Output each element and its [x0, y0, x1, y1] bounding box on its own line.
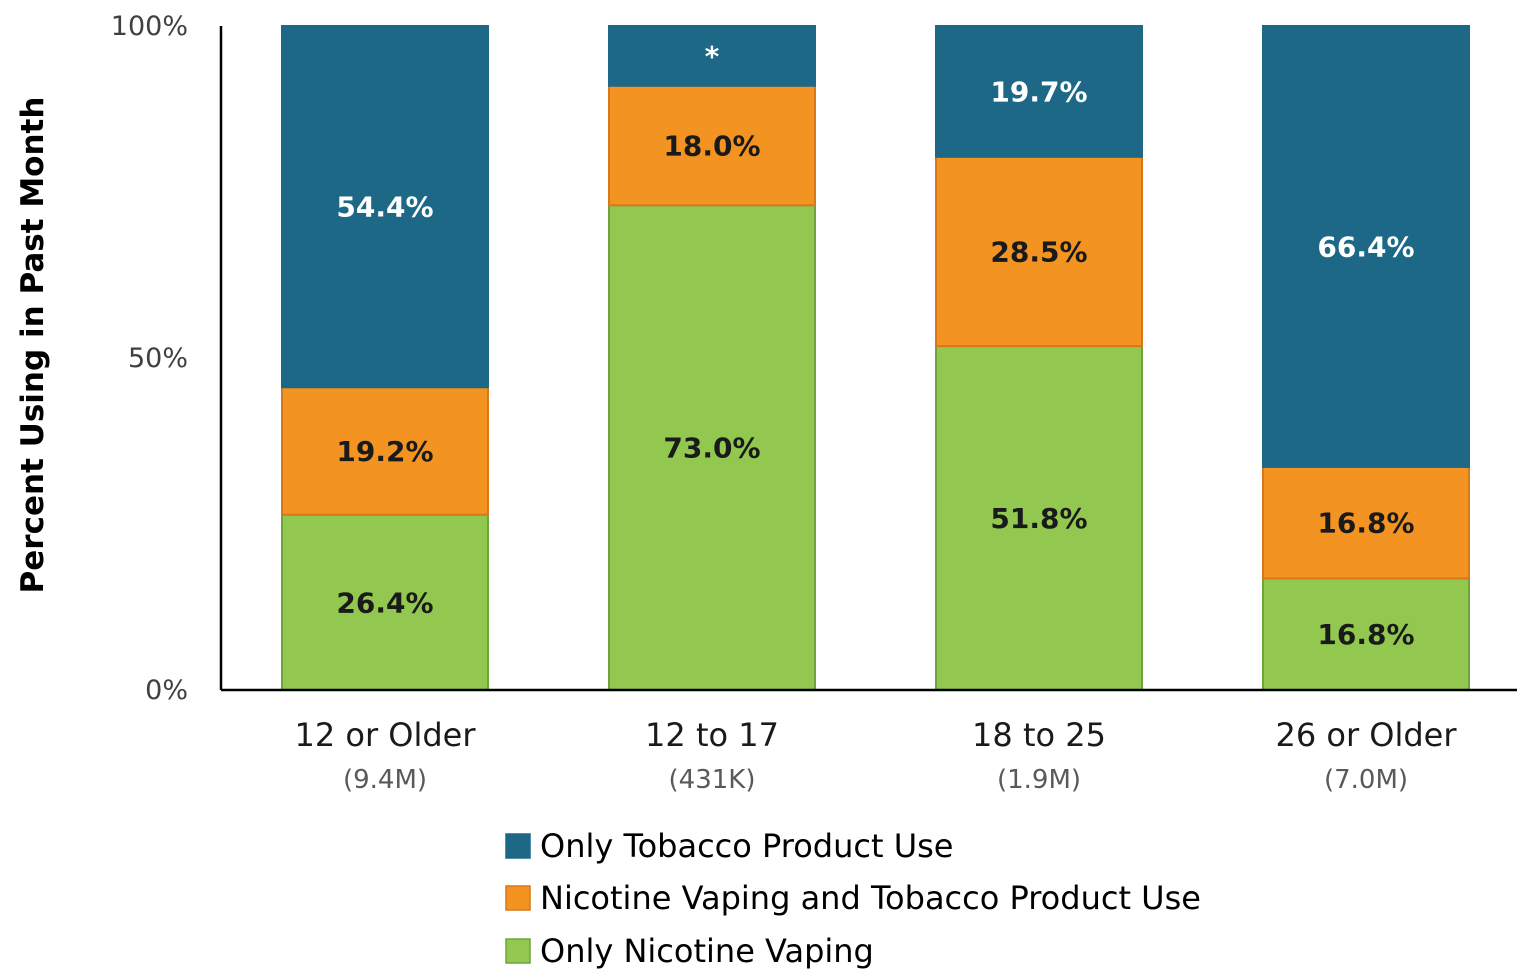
y-tick-label: 0% [145, 675, 188, 706]
bar-stack: 26.4% 19.2% 54.4% [281, 25, 489, 691]
data-label: 26.4% [336, 586, 433, 619]
data-label: 19.2% [336, 435, 433, 468]
data-label: 51.8% [990, 502, 1087, 535]
bar-segment [935, 25, 1143, 158]
data-label: 73.0% [663, 432, 760, 465]
data-label: 66.4% [1317, 230, 1414, 263]
bar-segment [608, 25, 816, 87]
bar-stack: 73.0% 18.0% * [608, 25, 816, 691]
data-label: 16.8% [1317, 507, 1414, 540]
bar-stack: 51.8% 28.5% 19.7% [935, 25, 1143, 691]
x-category-label: 18 to 25 [972, 716, 1106, 754]
legend: Only Tobacco Product Use Nicotine Vaping … [505, 827, 1201, 970]
bar-segment [1262, 25, 1470, 468]
legend-swatch [505, 833, 531, 859]
data-label: * [705, 40, 720, 73]
x-category-sublabel: (7.0M) [1324, 765, 1408, 795]
legend-label: Only Tobacco Product Use [540, 827, 953, 865]
x-category-label: 12 to 17 [645, 716, 779, 754]
data-label: 28.5% [990, 235, 1087, 268]
bar-segment [935, 345, 1143, 691]
data-label: 18.0% [663, 130, 760, 163]
x-category-sublabel: (9.4M) [343, 765, 427, 795]
data-label: 54.4% [336, 191, 433, 224]
y-tick-label: 50% [128, 343, 188, 374]
data-label: 19.7% [990, 75, 1087, 108]
legend-swatch [505, 938, 531, 964]
bars: 26.4% 19.2% 54.4% 73.0% 18.0% * 51.8% 28.5% 19.7… [281, 25, 1470, 691]
legend-item: Only Nicotine Vaping [505, 932, 874, 970]
legend-label: Only Nicotine Vaping [540, 932, 874, 970]
legend-swatch [505, 885, 531, 911]
legend-item: Only Tobacco Product Use [505, 827, 953, 865]
data-label: 16.8% [1317, 618, 1414, 651]
bar-segment [935, 155, 1143, 348]
legend-item: Nicotine Vaping and Tobacco Product Use [505, 879, 1201, 917]
bar-segment [608, 204, 816, 691]
bar-segment [1262, 577, 1470, 691]
x-category-label: 12 or Older [294, 716, 476, 754]
y-axis: 0% 50% 100% [111, 11, 223, 706]
y-axis-title: Percent Using in Past Month [15, 97, 51, 594]
y-tick-label: 100% [111, 11, 188, 42]
bar-segment [1262, 465, 1470, 580]
x-category-sublabel: (1.9M) [997, 765, 1081, 795]
x-category-sublabel: (431K) [669, 765, 756, 795]
bar-stack: 16.8% 16.8% 66.4% [1262, 25, 1470, 691]
bar-segment [281, 386, 489, 516]
bar-segment [608, 84, 816, 207]
legend-label: Nicotine Vaping and Tobacco Product Use [540, 879, 1201, 917]
x-category-label: 26 or Older [1275, 716, 1457, 754]
bar-segment [281, 25, 489, 389]
x-axis: 12 or Older (9.4M) 12 to 17 (431K) 18 to 25 (… [221, 688, 1517, 795]
